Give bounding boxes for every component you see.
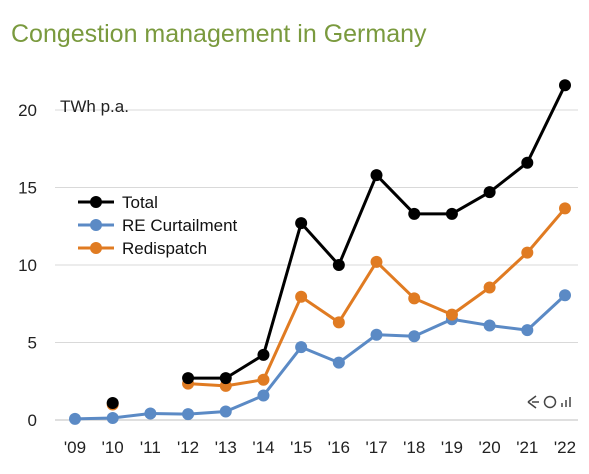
data-point bbox=[521, 246, 534, 259]
legend-label: Total bbox=[122, 193, 158, 212]
legend-item: Total bbox=[78, 193, 158, 212]
x-tick-label: '19 bbox=[441, 438, 463, 457]
x-tick-label: '17 bbox=[365, 438, 387, 457]
y-unit-label: TWh p.a. bbox=[60, 97, 129, 116]
legend: Total RE Curtailment Redispatch bbox=[78, 193, 238, 258]
x-tick-label: '18 bbox=[403, 438, 425, 457]
data-point bbox=[521, 156, 534, 169]
y-tick-label: 0 bbox=[28, 411, 37, 430]
legend-item: Redispatch bbox=[78, 239, 207, 258]
x-tick-label: '11 bbox=[140, 438, 161, 457]
data-point bbox=[408, 207, 421, 220]
legend-label: Redispatch bbox=[122, 239, 207, 258]
data-point bbox=[521, 324, 534, 337]
data-point bbox=[257, 348, 270, 361]
data-point bbox=[219, 372, 232, 385]
legend-marker bbox=[90, 196, 102, 208]
data-point bbox=[483, 186, 496, 199]
data-point bbox=[332, 356, 345, 369]
y-tick-label: 20 bbox=[18, 101, 37, 120]
data-point bbox=[483, 319, 496, 332]
data-point bbox=[445, 207, 458, 220]
x-tick-label: '20 bbox=[479, 438, 501, 457]
data-point bbox=[332, 259, 345, 271]
legend-marker bbox=[90, 219, 102, 231]
data-point bbox=[257, 373, 270, 386]
data-point bbox=[257, 389, 270, 402]
series-group bbox=[69, 79, 571, 425]
x-tick-label: '10 bbox=[102, 438, 124, 457]
data-point bbox=[182, 408, 195, 421]
x-tick-label: '13 bbox=[215, 438, 237, 457]
series-redispatch bbox=[106, 202, 571, 411]
data-point bbox=[295, 341, 308, 354]
data-point bbox=[408, 330, 421, 343]
x-tick-label: '12 bbox=[177, 438, 199, 457]
x-tick-label: '22 bbox=[554, 438, 576, 457]
data-point bbox=[559, 289, 571, 302]
y-tick-label: 15 bbox=[18, 179, 37, 198]
series-line bbox=[187, 207, 567, 388]
legend-marker bbox=[90, 242, 102, 254]
data-point bbox=[295, 217, 308, 230]
data-point bbox=[559, 79, 571, 92]
data-point bbox=[144, 407, 157, 420]
series-total bbox=[106, 79, 571, 409]
data-point bbox=[69, 412, 81, 425]
data-point bbox=[182, 372, 195, 385]
legend-item: RE Curtailment bbox=[78, 216, 238, 235]
y-tick-label: 5 bbox=[28, 334, 37, 353]
data-point bbox=[106, 411, 119, 424]
data-point bbox=[370, 328, 383, 341]
chart-title: Congestion management in Germany bbox=[11, 20, 427, 48]
x-tick-label: '09 bbox=[64, 438, 86, 457]
x-tick-label: '21 bbox=[516, 438, 538, 457]
series-re-curtailment bbox=[69, 289, 571, 425]
data-point bbox=[370, 169, 383, 182]
data-point bbox=[295, 290, 308, 303]
series-line bbox=[74, 294, 567, 421]
x-tick-label: '15 bbox=[290, 438, 312, 457]
data-point bbox=[332, 316, 345, 329]
x-tick-label: '14 bbox=[252, 438, 274, 457]
data-point bbox=[559, 202, 571, 215]
legend-label: RE Curtailment bbox=[122, 216, 238, 235]
logo-icon bbox=[527, 395, 571, 409]
y-tick-label: 10 bbox=[18, 256, 37, 275]
data-point bbox=[370, 255, 383, 268]
data-point bbox=[408, 292, 421, 305]
data-point bbox=[106, 396, 119, 409]
data-point bbox=[483, 281, 496, 294]
x-tick-label: '16 bbox=[328, 438, 350, 457]
data-point bbox=[219, 405, 232, 418]
data-point bbox=[445, 308, 458, 321]
axes: 0 5 10 15 20 '09 '10 '11 '12 '13 '14 '15 '16 '17 '18 '1… bbox=[18, 101, 578, 457]
